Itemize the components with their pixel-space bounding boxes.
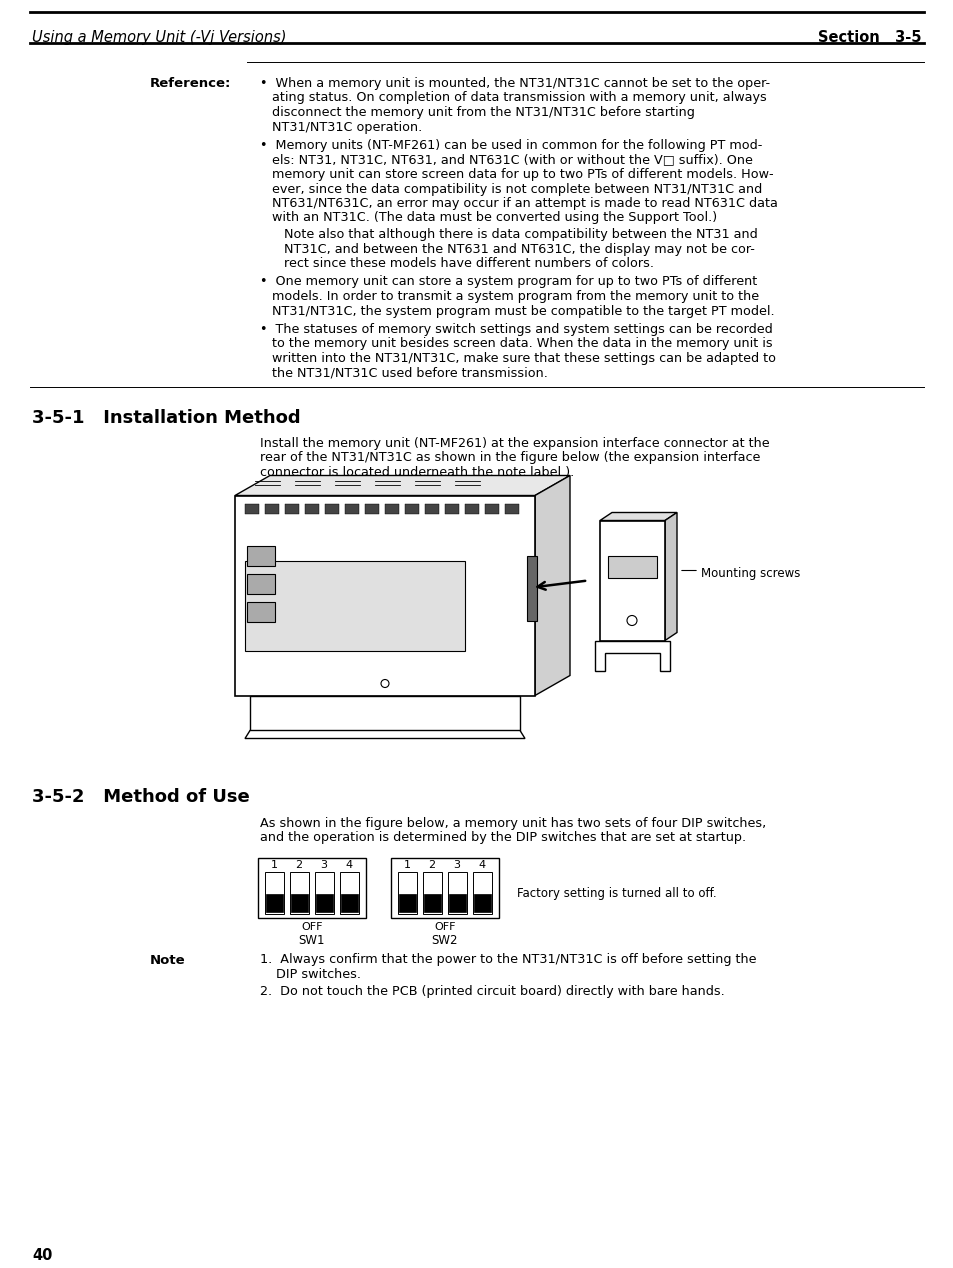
Text: ating status. On completion of data transmission with a memory unit, always: ating status. On completion of data tran… — [260, 91, 766, 104]
Bar — [315, 894, 333, 912]
Text: 1.  Always confirm that the power to the NT31/NT31C is off before setting the: 1. Always confirm that the power to the … — [260, 954, 756, 966]
Bar — [245, 560, 464, 650]
Text: SW1: SW1 — [298, 933, 325, 946]
Bar — [474, 894, 491, 912]
Bar — [290, 871, 309, 913]
Bar — [340, 894, 357, 912]
Bar — [266, 894, 283, 912]
Bar — [285, 503, 298, 514]
Bar — [422, 871, 441, 913]
Text: •  The statuses of memory switch settings and system settings can be recorded: • The statuses of memory switch settings… — [260, 323, 772, 336]
Bar — [391, 857, 498, 918]
Text: els: NT31, NT31C, NT631, and NT631C (with or without the V□ suffix). One: els: NT31, NT31C, NT631, and NT631C (wit… — [260, 153, 752, 166]
Text: As shown in the figure below, a memory unit has two sets of four DIP switches,: As shown in the figure below, a memory u… — [260, 817, 765, 829]
Bar — [265, 503, 278, 514]
Text: Install the memory unit (NT-MF261) at the expansion interface connector at the: Install the memory unit (NT-MF261) at th… — [260, 437, 769, 450]
Text: rect since these models have different numbers of colors.: rect since these models have different n… — [260, 257, 654, 270]
Text: •  One memory unit can store a system program for up to two PTs of different: • One memory unit can store a system pro… — [260, 275, 757, 289]
Text: OFF: OFF — [301, 922, 322, 932]
Text: models. In order to transmit a system program from the memory unit to the: models. In order to transmit a system pr… — [260, 290, 759, 303]
Bar — [448, 871, 467, 913]
Text: with an NT31C. (The data must be converted using the Support Tool.): with an NT31C. (The data must be convert… — [260, 212, 717, 224]
Polygon shape — [664, 512, 677, 640]
Text: disconnect the memory unit from the NT31/NT31C before starting: disconnect the memory unit from the NT31… — [260, 107, 694, 119]
Text: OFF: OFF — [434, 922, 456, 932]
Text: Using a Memory Unit (-Vj Versions): Using a Memory Unit (-Vj Versions) — [32, 30, 286, 44]
Text: 3-5-2   Method of Use: 3-5-2 Method of Use — [32, 789, 250, 806]
Text: 1: 1 — [403, 860, 410, 870]
Polygon shape — [599, 512, 677, 520]
Polygon shape — [245, 730, 524, 738]
Bar — [345, 503, 358, 514]
Text: memory unit can store screen data for up to two PTs of different models. How-: memory unit can store screen data for up… — [260, 167, 773, 181]
Bar — [245, 503, 258, 514]
Bar — [314, 871, 334, 913]
Bar — [247, 573, 274, 593]
Bar — [398, 894, 416, 912]
Bar — [444, 503, 458, 514]
Text: Factory setting is turned all to off.: Factory setting is turned all to off. — [517, 888, 716, 900]
Text: •  Memory units (NT-MF261) can be used in common for the following PT mod-: • Memory units (NT-MF261) can be used in… — [260, 139, 761, 152]
Polygon shape — [535, 476, 569, 696]
Text: written into the NT31/NT31C, make sure that these settings can be adapted to: written into the NT31/NT31C, make sure t… — [260, 353, 775, 365]
Text: SW2: SW2 — [432, 933, 457, 946]
Bar — [305, 503, 318, 514]
Polygon shape — [234, 476, 569, 496]
Bar — [423, 894, 440, 912]
Bar — [291, 894, 308, 912]
Bar — [325, 503, 338, 514]
Polygon shape — [599, 520, 664, 640]
Text: 2.  Do not touch the PCB (printed circuit board) directly with bare hands.: 2. Do not touch the PCB (printed circuit… — [260, 984, 724, 998]
Text: Mounting screws: Mounting screws — [700, 567, 800, 579]
Bar — [504, 503, 518, 514]
Text: 4: 4 — [345, 860, 353, 870]
Text: connector is located underneath the note label.).: connector is located underneath the note… — [260, 467, 574, 479]
Bar — [607, 555, 657, 577]
Text: NT31/NT31C operation.: NT31/NT31C operation. — [260, 120, 422, 133]
Bar — [247, 601, 274, 621]
Text: NT31C, and between the NT631 and NT631C, the display may not be cor-: NT31C, and between the NT631 and NT631C,… — [260, 242, 754, 255]
Text: NT31/NT31C, the system program must be compatible to the target PT model.: NT31/NT31C, the system program must be c… — [260, 304, 774, 317]
Text: 2: 2 — [428, 860, 436, 870]
Polygon shape — [250, 696, 519, 730]
Bar — [405, 503, 418, 514]
Bar — [424, 503, 438, 514]
Text: to the memory unit besides screen data. When the data in the memory unit is: to the memory unit besides screen data. … — [260, 337, 772, 350]
Text: 3-5-1   Installation Method: 3-5-1 Installation Method — [32, 410, 300, 427]
Text: 3: 3 — [453, 860, 460, 870]
Text: Section   3-5: Section 3-5 — [818, 30, 921, 44]
Text: rear of the NT31/NT31C as shown in the figure below (the expansion interface: rear of the NT31/NT31C as shown in the f… — [260, 451, 760, 464]
Text: ever, since the data compatibility is not complete between NT31/NT31C and: ever, since the data compatibility is no… — [260, 183, 761, 195]
Text: •  When a memory unit is mounted, the NT31/NT31C cannot be set to the oper-: • When a memory unit is mounted, the NT3… — [260, 77, 769, 90]
Text: Reference:: Reference: — [150, 77, 232, 90]
Bar — [385, 503, 398, 514]
Bar — [257, 857, 366, 918]
Bar — [526, 555, 537, 620]
Text: 3: 3 — [320, 860, 327, 870]
Text: the NT31/NT31C used before transmission.: the NT31/NT31C used before transmission. — [260, 366, 547, 379]
Bar — [265, 871, 284, 913]
Bar — [397, 871, 416, 913]
Bar — [473, 871, 492, 913]
Bar — [449, 894, 465, 912]
Text: NT631/NT631C, an error may occur if an attempt is made to read NT631C data: NT631/NT631C, an error may occur if an a… — [260, 197, 777, 210]
Text: 4: 4 — [478, 860, 485, 870]
Polygon shape — [234, 496, 535, 696]
Polygon shape — [595, 640, 669, 671]
Bar — [365, 503, 378, 514]
Text: 2: 2 — [295, 860, 302, 870]
Bar — [247, 545, 274, 566]
Text: 40: 40 — [32, 1248, 52, 1263]
Bar — [464, 503, 478, 514]
Text: Note also that although there is data compatibility between the NT31 and: Note also that although there is data co… — [260, 228, 757, 241]
Text: Note: Note — [150, 954, 186, 966]
Text: 1: 1 — [271, 860, 277, 870]
Bar — [484, 503, 498, 514]
Text: DIP switches.: DIP switches. — [260, 967, 360, 981]
Bar — [339, 871, 358, 913]
Text: and the operation is determined by the DIP switches that are set at startup.: and the operation is determined by the D… — [260, 831, 745, 844]
